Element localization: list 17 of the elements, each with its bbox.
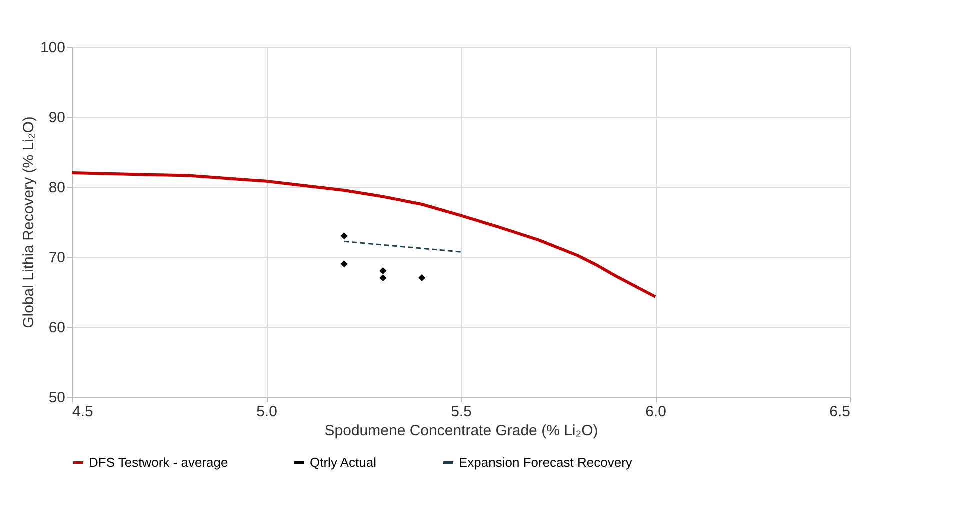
y-tick-label: 100	[40, 40, 66, 56]
line-series	[72, 172, 657, 298]
y-tick-label: 90	[48, 110, 66, 126]
x-tick-label: 5.5	[451, 404, 472, 420]
x-tick-label: 5.0	[256, 404, 278, 420]
legend-label: DFS Testwork - average	[89, 454, 228, 470]
y-tick-label: 50	[48, 390, 66, 406]
x-tick-label: 6.5	[830, 404, 850, 420]
y-tick-label: 70	[48, 250, 66, 266]
x-axis-title: Spodumene Concentrate Grade (% Li₂O)	[324, 422, 598, 440]
y-tick-label: 60	[48, 320, 66, 336]
legend-label: Qtrly Actual	[310, 454, 377, 470]
y-axis-title: Global Lithia Recovery (% Li₂O)	[20, 116, 38, 328]
legend-label: Expansion Forecast Recovery	[459, 454, 633, 470]
y-tick-label: 80	[48, 180, 66, 196]
x-tick-label: 4.5	[72, 404, 94, 420]
x-tick-label: 6.0	[646, 404, 666, 420]
